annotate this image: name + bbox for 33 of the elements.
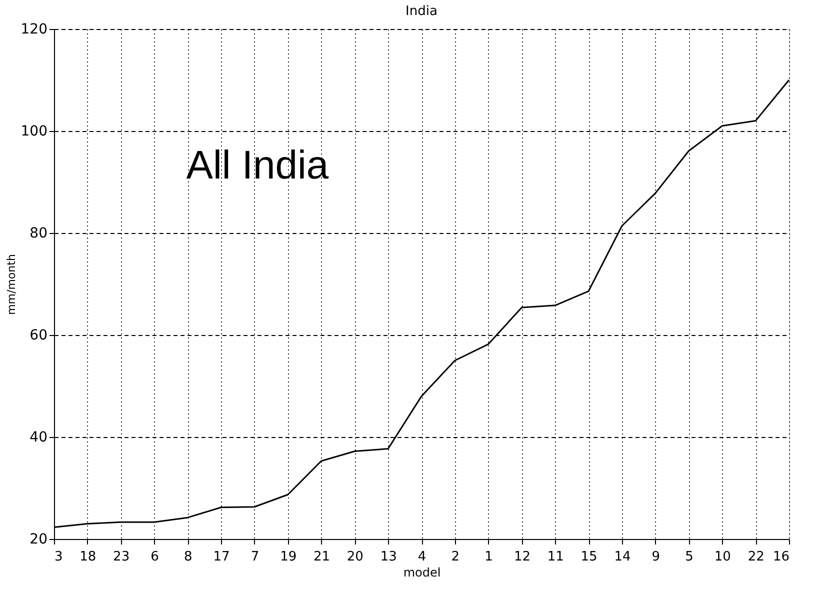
x-tick-label: 20: [346, 550, 364, 564]
y-axis-title: mm/month: [4, 254, 18, 315]
annotation: All India: [186, 144, 330, 188]
y-tick-label: 60: [30, 328, 48, 344]
y-tick-label: 120: [20, 22, 48, 38]
x-tick-label: 4: [418, 550, 426, 564]
x-tick-label: 15: [580, 550, 598, 564]
x-axis-title: model: [403, 566, 441, 580]
y-tick-label: 20: [30, 532, 48, 548]
x-tick-label: 8: [184, 550, 192, 564]
x-tick-label: 13: [380, 550, 397, 564]
x-tick-label: 14: [614, 550, 631, 564]
y-tick-label: 40: [30, 430, 48, 446]
x-tick-label: 10: [714, 550, 731, 564]
x-tick-label: 6: [150, 550, 159, 564]
x-tick-label: 1: [484, 550, 493, 564]
y-tick-label: 100: [20, 124, 48, 140]
x-tick-label: 17: [213, 550, 230, 564]
x-tick-label: 19: [280, 550, 297, 564]
x-tick-label: 18: [80, 550, 96, 564]
x-tick-label: 2: [451, 550, 460, 564]
x-tick-label: 7: [250, 550, 260, 564]
x-tick-label: 12: [514, 550, 530, 564]
x-tick-label: 16: [772, 550, 790, 564]
x-tick-label: 22: [748, 550, 764, 564]
x-tick-label: 23: [113, 550, 130, 564]
x-tick-label: 9: [652, 550, 660, 564]
x-tick-label: 11: [547, 550, 564, 564]
x-tick-label: 5: [685, 550, 694, 564]
x-tick-label: 21: [314, 550, 330, 564]
chart-title: India: [406, 4, 438, 19]
x-tick-label: 3: [54, 550, 63, 564]
y-tick-label: 80: [30, 226, 48, 242]
